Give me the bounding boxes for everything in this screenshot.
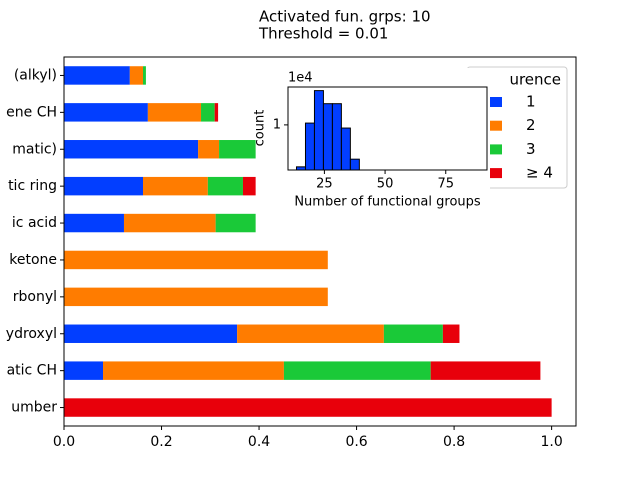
x-tick-label: 0.4 xyxy=(248,434,270,450)
hist-bar xyxy=(349,158,360,171)
x-tick-label: 0.0 xyxy=(53,434,75,450)
bar-segment xyxy=(64,213,124,233)
y-tick-label: umber xyxy=(11,400,57,416)
bar-segment xyxy=(142,176,208,196)
hist-bar xyxy=(340,127,351,171)
x-tick-label: 75 xyxy=(437,177,454,192)
bar-segment xyxy=(64,361,104,380)
y-tick-label: ketone xyxy=(9,252,57,268)
y-tick-label: matic) xyxy=(12,141,57,157)
y-offset-label: 1e4 xyxy=(288,71,313,86)
x-axis-label: Number of functional groups xyxy=(294,195,481,210)
x-tick-label: 25 xyxy=(316,177,333,192)
bar-segment xyxy=(64,103,148,122)
legend-label: 1 xyxy=(526,93,536,111)
chart-title: Activated fun. grps: 10 xyxy=(259,8,431,26)
y-tick-label: ydroxyl xyxy=(6,326,57,342)
bar-segment xyxy=(214,103,219,122)
x-tick-label: 50 xyxy=(377,177,394,192)
x-tick-label: 0.8 xyxy=(443,434,465,450)
legend-label: 3 xyxy=(526,140,536,158)
y-tick-label: rbonyl xyxy=(13,289,57,305)
hist-bar xyxy=(331,103,342,171)
x-tick-label: 0.2 xyxy=(150,434,172,450)
inset-background xyxy=(256,68,490,214)
bar-segment xyxy=(123,213,216,233)
bar-segment xyxy=(219,140,256,159)
bar-segment xyxy=(147,103,202,122)
legend-label: 2 xyxy=(526,116,536,134)
y-axis-label: count xyxy=(253,110,268,147)
bar-segment xyxy=(64,250,328,270)
axes-frame xyxy=(63,56,577,427)
bar-segment xyxy=(64,324,238,343)
y-tick-label: ic acid xyxy=(12,215,57,231)
bar-segment xyxy=(64,287,328,307)
bar-segment xyxy=(129,66,143,85)
bar-segment xyxy=(64,66,130,85)
bar-segment xyxy=(103,361,284,380)
legend-label: ≥ 4 xyxy=(526,164,553,182)
bar-segment xyxy=(64,176,143,196)
y-tick-label: ene CH xyxy=(6,104,57,120)
inset-frame xyxy=(287,86,488,171)
hist-bar xyxy=(313,90,324,171)
bar-segment xyxy=(237,324,384,343)
bar-segment xyxy=(215,213,256,233)
y-tick-label: atic CH xyxy=(7,363,57,379)
y-tick-label: 1 xyxy=(273,117,281,132)
y-tick-label: (alkyl) xyxy=(14,67,57,83)
bar-segment xyxy=(142,66,146,85)
bar-segment xyxy=(64,398,552,417)
hist-bar xyxy=(322,103,333,171)
bar-segment xyxy=(383,324,443,343)
chart-title: Threshold = 0.01 xyxy=(258,25,388,43)
bar-segment xyxy=(201,103,215,122)
bar-segment xyxy=(198,140,220,159)
bar-segment xyxy=(430,361,541,380)
bar-segment xyxy=(442,324,460,343)
x-tick-label: 1.0 xyxy=(540,434,562,450)
legend-title: urence xyxy=(509,71,561,89)
bar-segment xyxy=(283,361,431,380)
y-tick-label: tic ring xyxy=(8,178,57,194)
x-tick-label: 0.6 xyxy=(345,434,367,450)
hist-bar xyxy=(304,122,315,171)
bar-segment xyxy=(207,176,243,196)
bar-segment xyxy=(242,176,256,196)
bar-segment xyxy=(64,140,199,159)
